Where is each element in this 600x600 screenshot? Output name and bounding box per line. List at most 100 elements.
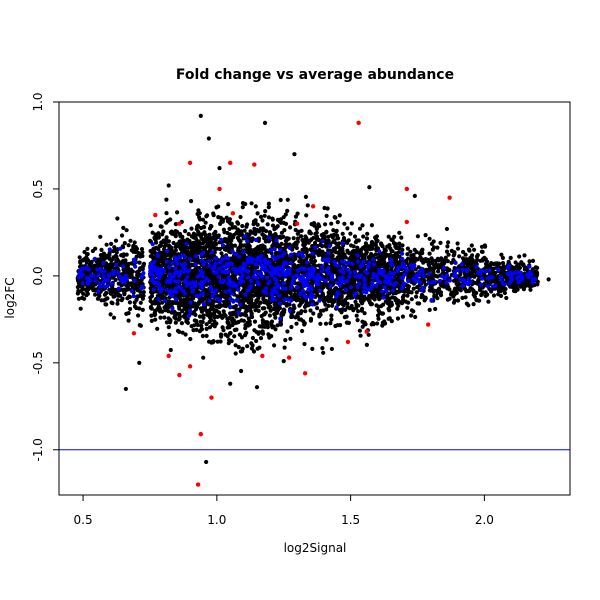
black-point [260,218,265,223]
black-point [135,294,140,300]
black-point [161,229,166,234]
black-point [364,342,369,347]
black-point [281,220,286,225]
black-point [136,251,141,256]
black-point [164,235,169,240]
black-point [102,292,107,297]
black-point [204,214,209,219]
black-point [138,300,143,305]
black-point [340,231,345,236]
black-point [304,247,309,252]
black-point [326,303,331,308]
black-point [375,321,380,326]
black-point [259,314,264,319]
black-point [380,320,385,325]
black-point [132,304,138,309]
black-point [225,219,230,224]
black-point [176,244,181,249]
black-point [214,321,219,326]
black-point [338,287,343,292]
black-point [218,332,224,337]
black-point [314,230,319,235]
black-point [238,245,243,250]
black-point [423,233,428,238]
black-point [253,308,258,313]
black-point [317,224,322,229]
black-point [367,247,372,252]
black-point [235,294,240,299]
black-point [333,323,338,329]
black-point [428,288,433,293]
black-point [289,324,294,330]
black-point [269,285,274,290]
black-point [260,320,266,325]
black-point [286,236,291,241]
black-point [390,295,395,300]
black-point [405,246,410,251]
black-point [302,322,307,327]
black-point [159,243,164,248]
black-point [446,284,451,290]
black-point [471,302,476,307]
black-point [366,332,371,337]
black-point [461,249,466,255]
black-point [280,310,285,315]
black-point [337,241,342,246]
black-point [406,284,411,289]
x-axis-title: log2Signal [284,541,347,555]
black-point [103,302,108,307]
black-point [162,255,167,260]
black-point [409,313,414,318]
black-point [483,265,488,270]
black-point [395,316,401,321]
black-point [270,216,275,221]
black-point [123,258,128,263]
black-point [245,344,250,349]
black-point [162,315,167,320]
black-point [311,311,316,316]
black-point [238,214,243,220]
black-point [266,205,271,210]
black-point [234,314,239,319]
black-point [222,303,227,308]
black-point [370,320,375,326]
black-point [467,248,472,253]
black-point [285,197,290,202]
black-point [285,329,290,334]
black-point [113,277,118,282]
black-point [362,295,367,300]
black-point [508,255,513,260]
black-point [140,307,145,312]
black-point [204,333,209,338]
black-point [293,214,299,219]
black-point [419,249,424,254]
black-point [354,313,359,318]
black-point [360,223,365,228]
black-point [221,328,226,333]
black-point [225,320,230,325]
black-point [318,321,323,326]
black-point [150,301,155,306]
black-point [258,214,264,219]
black-point [348,295,353,300]
black-point [98,234,103,239]
black-point [502,266,507,271]
black-point [333,246,338,251]
black-point [294,245,299,251]
black-point [162,275,167,280]
black-point [128,238,133,243]
black-point [527,259,532,264]
black-point [184,301,189,307]
black-point [282,228,287,233]
black-point [469,243,474,248]
black-point [357,328,362,333]
black-point [431,239,436,244]
black-point [445,244,450,249]
black-point [101,298,106,303]
black-point [121,267,126,272]
black-point [270,223,276,228]
black-point [387,243,392,248]
black-point [93,292,98,297]
black-point [179,241,184,246]
